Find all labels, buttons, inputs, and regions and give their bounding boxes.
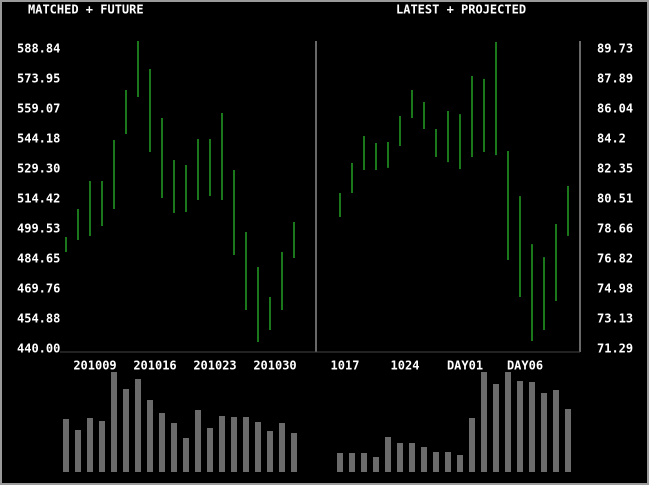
x-tick-label: 201016 (133, 359, 176, 373)
x-tick-label: 201030 (253, 359, 296, 373)
volume-bar (445, 452, 451, 472)
volume-bar (219, 416, 225, 472)
x-tick-label: 201009 (73, 359, 116, 373)
volume-bar (565, 409, 571, 472)
volume-bar (255, 422, 261, 472)
volume-bar (111, 372, 117, 472)
volume-bar (541, 393, 547, 472)
volume-bar (505, 372, 511, 472)
volume-bar (195, 410, 201, 472)
x-tick-label: 1024 (391, 359, 420, 373)
x-tick-label: 1017 (331, 359, 360, 373)
volume-bar (433, 452, 439, 472)
volume-bar (159, 413, 165, 472)
y-tick-label: 454.88 (17, 312, 60, 326)
volume-bar (493, 384, 499, 472)
y-tick-label: 440.00 (17, 342, 60, 356)
volume-bar (279, 423, 285, 472)
volume-bar (267, 431, 273, 472)
y-tick-label: 71.29 (597, 342, 633, 356)
volume-bar (349, 453, 355, 472)
y-tick-label: 573.95 (17, 72, 60, 86)
volume-bar (231, 417, 237, 472)
x-tick-label: 201023 (193, 359, 236, 373)
y-tick-label: 73.13 (597, 312, 633, 326)
y-tick-label: 89.73 (597, 42, 633, 56)
x-tick-label: DAY06 (507, 359, 543, 373)
volume-bar (397, 443, 403, 472)
volume-bar (123, 389, 129, 472)
y-tick-label: 499.53 (17, 222, 60, 236)
volume-bar (529, 382, 535, 472)
volume-bar (75, 430, 81, 472)
y-tick-label: 469.76 (17, 282, 60, 296)
y-tick-label: 544.18 (17, 132, 60, 146)
y-tick-label: 588.84 (17, 42, 60, 56)
volume-bar (63, 419, 69, 472)
volume-bar (291, 433, 297, 472)
volume-bar (99, 421, 105, 472)
y-tick-label: 74.98 (597, 281, 633, 295)
volume-bar (553, 390, 559, 472)
volume-bar (409, 443, 415, 472)
y-tick-label: 87.89 (597, 71, 633, 85)
volume-bar (469, 418, 475, 472)
volume-bar (421, 447, 427, 472)
volume-bar (385, 437, 391, 472)
x-tick-label: DAY01 (447, 359, 483, 373)
volume-bar (361, 453, 367, 472)
y-tick-label: 559.07 (17, 102, 60, 116)
y-tick-label: 78.66 (597, 222, 633, 236)
volume-bar (457, 455, 463, 472)
volume-bar (147, 400, 153, 472)
chart-title: MATCHED + FUTURE (28, 3, 144, 17)
volume-bar (171, 423, 177, 472)
volume-bar (183, 438, 189, 472)
volume-bar (135, 379, 141, 472)
volume-bar (481, 372, 487, 472)
y-tick-label: 86.04 (597, 102, 633, 116)
y-tick-label: 514.42 (17, 192, 60, 206)
y-tick-label: 529.30 (17, 162, 60, 176)
y-tick-label: 76.82 (597, 252, 633, 266)
chart-title: LATEST + PROJECTED (396, 3, 526, 17)
volume-bar (207, 428, 213, 472)
volume-bar (373, 457, 379, 472)
volume-bar (517, 381, 523, 472)
y-tick-label: 84.2 (597, 131, 626, 145)
volume-bar (87, 418, 93, 472)
y-tick-label: 80.51 (597, 192, 633, 206)
y-tick-label: 484.65 (17, 252, 60, 266)
volume-bar (243, 417, 249, 472)
y-tick-label: 82.35 (597, 162, 633, 176)
volume-bar (337, 453, 343, 472)
